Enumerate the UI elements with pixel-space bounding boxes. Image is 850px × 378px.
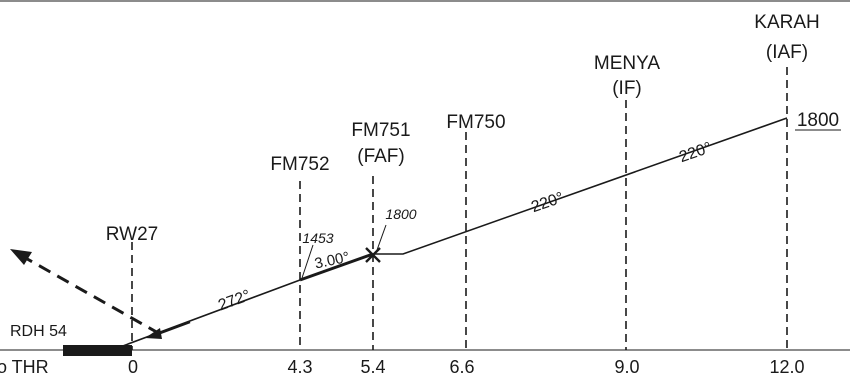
fix-label-menya: MENYA [594,53,660,74]
fix-label-iaf: (IAF) [766,42,808,63]
fix-label-rw27: RW27 [106,224,158,245]
distance-label-fm752: 4.3 [287,357,312,377]
runway-bar [63,345,132,356]
fix-label-fm750: FM750 [446,112,505,133]
faf-altitude-leader [376,224,387,251]
distance-label-karah: 12.0 [769,357,804,377]
faf-altitude: 1800 [385,206,416,222]
fix-label-if: (IF) [612,78,642,99]
intermediate-track-label: 220° [529,189,566,216]
distance-label-fm750: 6.6 [449,357,474,377]
distance-prefix: o THR [0,357,49,377]
faf-cross-icon [365,247,381,263]
iaf-altitude: 1800 [797,110,839,131]
final-track-label: 272° [216,287,253,314]
glide-angle-label: 3.00° [313,249,351,273]
intermediate-approach-path [373,117,788,255]
final-approach-path [299,252,374,282]
final-direction-arrow [145,320,191,339]
missed-approach-arrow [10,249,161,336]
distance-label-rw27: 0 [128,357,138,377]
fix-label-fm751: FM751 [351,120,410,141]
glide-angle-leader [301,244,314,279]
initial-track-label: 220° [677,139,714,166]
fix-label-fm752: FM752 [270,154,329,175]
distance-label-fm751: 5.4 [360,357,385,377]
fix-label-faf: (FAF) [357,146,405,167]
rdh-label: RDH 54 [10,323,67,340]
fix-label-karah: KARAH [754,12,819,33]
distance-label-menya: 9.0 [614,357,639,377]
fm752-altitude: 1453 [302,230,333,246]
fix-lines [131,67,788,350]
descent-path-lower [111,279,301,351]
